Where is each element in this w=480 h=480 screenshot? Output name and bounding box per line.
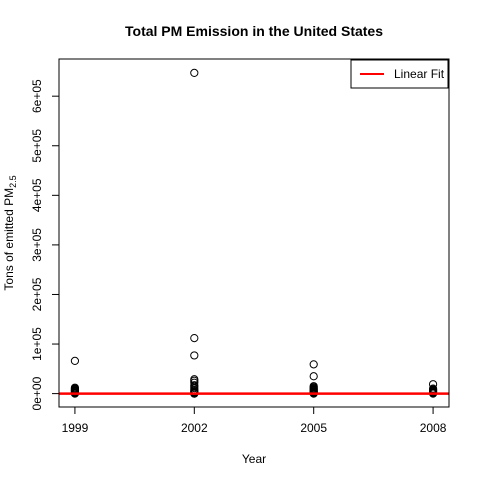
y-tick-label: 5e+05 xyxy=(30,129,44,163)
x-tick-label: 1999 xyxy=(62,421,89,435)
plot-frame xyxy=(58,58,450,408)
data-points xyxy=(70,68,438,398)
data-point xyxy=(309,372,318,381)
y-axis-label: Tons of emitted PM2.5 xyxy=(2,175,18,290)
y-tick-label: 6e+05 xyxy=(30,79,44,113)
x-tick-label: 2008 xyxy=(420,421,447,435)
data-point xyxy=(190,68,199,77)
y-tick-label: 2e+05 xyxy=(30,277,44,311)
data-point xyxy=(309,360,318,369)
chart-title: Total PM Emission in the United States xyxy=(125,23,383,39)
x-tick-label: 2005 xyxy=(300,421,327,435)
legend-label-linear-fit: Linear Fit xyxy=(394,67,445,81)
x-tick-label: 2002 xyxy=(181,421,208,435)
y-axis-label-subscript: 2.5 xyxy=(8,175,18,188)
y-axis-label-main: Tons of emitted PM xyxy=(2,188,16,291)
y-tick-label: 3e+05 xyxy=(30,228,44,262)
y-tick-label: 0e+00 xyxy=(30,376,44,410)
data-point xyxy=(70,356,80,365)
data-point xyxy=(190,351,199,360)
y-tick-label: 4e+05 xyxy=(30,178,44,212)
legend: Linear Fit xyxy=(350,59,449,89)
x-axis: 1999 2002 2005 2008 xyxy=(62,406,447,435)
x-axis-label: Year xyxy=(242,452,266,466)
y-axis: 0e+00 1e+05 2e+05 3e+05 4e+05 5e+05 6e+05 xyxy=(30,79,60,410)
y-tick-label: 1e+05 xyxy=(30,327,44,361)
data-point xyxy=(190,333,199,343)
